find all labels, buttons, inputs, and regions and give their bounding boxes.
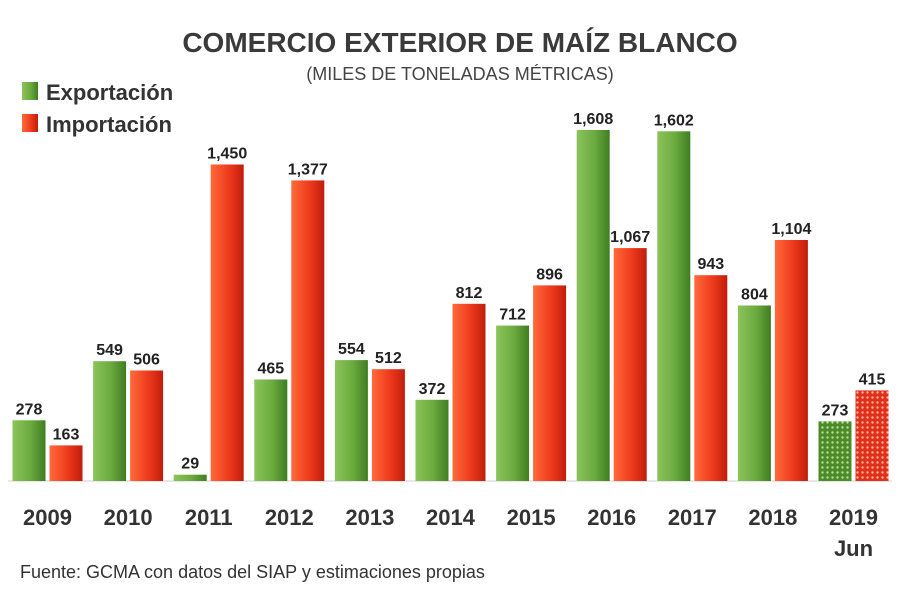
- x-tick-label-2010: 2010: [104, 505, 153, 530]
- value-label-import-2009: 163: [53, 426, 80, 443]
- x-tick-labels-group: 2009 2010 2011 2012 2013 2014 2015 2016 2017 2018…: [23, 505, 878, 561]
- bar-export-2019: [818, 421, 852, 481]
- bar-import-2013: [371, 369, 405, 481]
- legend-swatch-import: [22, 114, 38, 132]
- bar-import-2010: [130, 370, 164, 481]
- value-label-export-2016: 1,608: [573, 111, 613, 128]
- value-label-import-2011: 1,450: [207, 146, 247, 163]
- bar-export-2017: [657, 131, 691, 482]
- bar-export-2015: [496, 325, 530, 481]
- legend-swatch-export: [22, 82, 38, 100]
- x-tick-label-2018: 2018: [748, 505, 797, 530]
- value-label-export-2015: 712: [499, 307, 526, 324]
- bar-export-2012: [254, 379, 288, 481]
- bar-export-2014: [415, 399, 449, 481]
- x-tick-label-2011: 2011: [185, 505, 233, 530]
- bar-import-2011: [210, 164, 244, 481]
- bar-import-2012: [291, 180, 325, 481]
- value-label-import-2016: 1,067: [610, 229, 650, 246]
- value-label-import-2015: 896: [536, 266, 563, 283]
- bar-import-2018: [774, 240, 808, 481]
- legend: Exportación Importación: [22, 80, 173, 137]
- bar-import-2014: [452, 303, 486, 481]
- source-note: Fuente: GCMA con datos del SIAP y estima…: [20, 562, 485, 582]
- x-tick-sublabel-2019: Jun: [834, 536, 873, 561]
- value-labels-group: 278 163 549 506 29 1,450 465 1,377 554 512 372 812 7…: [16, 111, 886, 473]
- x-tick-label-2014: 2014: [426, 505, 476, 530]
- x-tick-label-2019: 2019: [829, 505, 878, 530]
- value-label-export-2009: 278: [16, 401, 43, 418]
- value-label-export-2010: 549: [96, 342, 123, 359]
- chart-subtitle: (MILES DE TONELADAS MÉTRICAS): [306, 64, 613, 84]
- bar-export-2013: [334, 360, 368, 481]
- x-tick-label-2009: 2009: [23, 505, 72, 530]
- bar-export-2010: [93, 361, 127, 481]
- bar-import-2019: [855, 390, 889, 481]
- value-label-export-2018: 804: [741, 287, 768, 304]
- chart-title: COMERCIO EXTERIOR DE MAÍZ BLANCO: [182, 27, 737, 58]
- bar-import-2017: [694, 275, 728, 481]
- legend-label-import: Importación: [46, 112, 172, 137]
- bar-import-2015: [533, 285, 567, 481]
- x-tick-label-2017: 2017: [668, 505, 717, 530]
- value-label-export-2017: 1,602: [654, 112, 694, 129]
- bar-export-2011: [173, 474, 207, 481]
- value-label-export-2014: 372: [419, 381, 446, 398]
- value-label-export-2013: 554: [338, 341, 365, 358]
- bars-group: [12, 130, 889, 482]
- value-label-import-2017: 943: [697, 256, 724, 273]
- bar-import-2016: [613, 248, 647, 481]
- x-tick-label-2016: 2016: [587, 505, 636, 530]
- bar-export-2016: [576, 130, 610, 481]
- x-tick-label-2015: 2015: [507, 505, 556, 530]
- bar-export-2018: [737, 305, 771, 481]
- value-label-import-2012: 1,377: [288, 161, 328, 178]
- value-label-export-2019: 273: [822, 402, 849, 419]
- value-label-import-2010: 506: [133, 352, 160, 369]
- bar-export-2009: [12, 420, 46, 481]
- x-tick-label-2013: 2013: [345, 505, 394, 530]
- bar-import-2009: [49, 445, 83, 481]
- value-label-import-2014: 812: [456, 285, 483, 302]
- value-label-import-2018: 1,104: [771, 221, 811, 238]
- value-label-export-2011: 29: [181, 456, 199, 473]
- value-label-export-2012: 465: [257, 361, 284, 378]
- value-label-import-2019: 415: [859, 371, 886, 388]
- x-tick-label-2012: 2012: [265, 505, 314, 530]
- value-label-import-2013: 512: [375, 350, 402, 367]
- legend-label-export: Exportación: [46, 80, 173, 105]
